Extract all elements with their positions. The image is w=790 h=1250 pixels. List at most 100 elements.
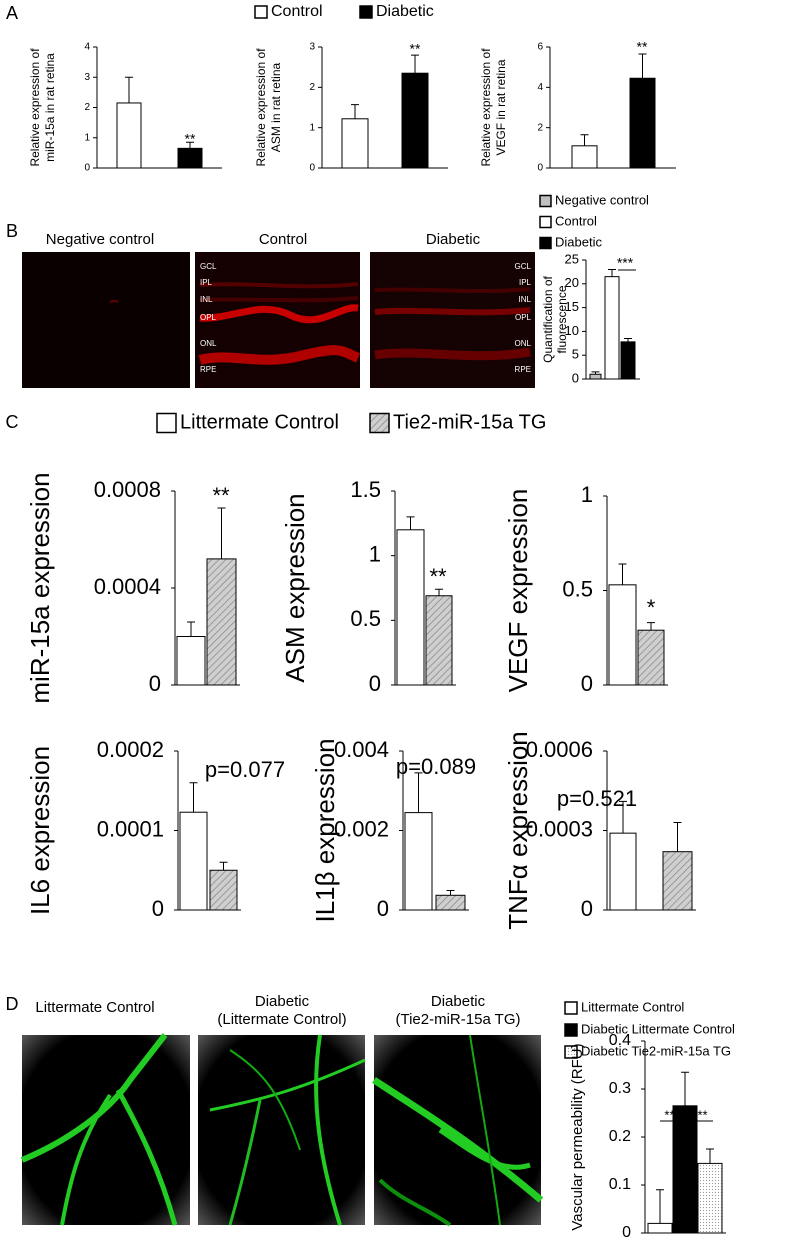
y-tick-label: 10 [565, 323, 579, 338]
legend-label: Control [555, 213, 597, 228]
legend-label: Diabetic Tie2-miR-15a TG [581, 1043, 731, 1058]
annotation: *** [692, 1107, 707, 1122]
bar [629, 77, 656, 169]
y-tick-label: 0 [572, 370, 579, 385]
image-caption: Diabetic [255, 993, 310, 1010]
y-tick-label: 0 [581, 896, 593, 921]
y-tick-label: 3 [84, 72, 90, 83]
image-caption: Littermate Control [35, 999, 154, 1016]
legend-label: Littermate Control [581, 999, 684, 1014]
vessel-image [198, 1034, 366, 1226]
legend-swatch [564, 1023, 578, 1037]
y-tick-label: 0 [377, 896, 389, 921]
bar [209, 869, 238, 911]
bar [571, 145, 598, 169]
bar [401, 72, 429, 169]
legend-label: Tie2-miR-15a TG [393, 411, 546, 433]
layer-label: RPE [515, 365, 531, 374]
y-tick-label: 0.0003 [526, 816, 593, 841]
y-tick-label: 2 [84, 102, 90, 113]
y-tick-label: 0.4 [609, 1032, 631, 1049]
y-tick-label: 5 [572, 347, 579, 362]
error-bar [681, 1071, 689, 1106]
layer-label: GCL [515, 262, 532, 271]
layer-label: OPL [200, 313, 217, 322]
y-axis-label: VEGF in rat retina [494, 59, 508, 155]
error-bar [446, 890, 455, 896]
legend-label: Control [271, 3, 323, 20]
bar [176, 636, 206, 686]
bar [179, 811, 208, 911]
y-tick-label: 0.0006 [526, 737, 593, 762]
error-bar [219, 861, 228, 871]
legend-swatch [359, 5, 373, 19]
bar [404, 812, 433, 911]
bar [662, 851, 693, 911]
y-tick-label: 0 [149, 671, 161, 696]
error-bar [618, 563, 627, 585]
error-bar [189, 782, 198, 813]
image-caption: Diabetic [426, 231, 481, 248]
legend-swatch [369, 412, 390, 434]
y-tick-label: 0.004 [334, 737, 389, 762]
error-bar [656, 1189, 664, 1224]
y-tick-label: 0.1 [609, 1176, 631, 1193]
y-tick-label: 4 [537, 82, 543, 93]
y-axis-label: IL1β expression [310, 738, 340, 922]
bar [435, 894, 466, 911]
y-tick-label: 1 [309, 122, 315, 133]
y-axis-label: Relative expression of [479, 48, 493, 167]
error-bar [187, 621, 195, 637]
y-axis-label: Vascular permeability (RFU) [569, 1043, 586, 1230]
y-tick-label: 0.0004 [94, 574, 161, 599]
error-bar [619, 800, 627, 834]
layer-label: ONL [200, 339, 217, 348]
y-tick-label: 2 [309, 82, 315, 93]
panel-label: A [6, 3, 18, 23]
y-tick-label: 20 [565, 275, 579, 290]
y-tick-label: 0.002 [334, 816, 389, 841]
y-tick-label: 0.5 [562, 576, 593, 601]
legend-swatch [564, 1045, 578, 1059]
vessel-image [372, 1034, 544, 1227]
y-tick-label: 0.3 [609, 1080, 631, 1097]
y-axis-label: miR-15a in rat retina [43, 53, 57, 162]
bar [637, 629, 665, 686]
error-bar [647, 622, 655, 631]
legend-label: Negative control [555, 192, 649, 207]
y-tick-label: 0.5 [350, 606, 381, 631]
y-axis-label: miR-15a expression [25, 472, 55, 703]
annotation: p=0.077 [205, 757, 285, 782]
y-axis-label: ASM in rat retina [269, 62, 283, 152]
y-tick-label: 0 [152, 896, 164, 921]
layer-label: INL [519, 295, 532, 304]
retina-image [370, 252, 535, 388]
image-caption: (Littermate Control) [217, 1011, 346, 1028]
annotation: p=0.521 [557, 786, 637, 811]
image-caption: Control [259, 231, 307, 248]
error-bar [638, 53, 647, 79]
bar [604, 276, 620, 380]
y-tick-label: 1.5 [350, 477, 381, 502]
bar [589, 373, 602, 380]
bar [672, 1105, 698, 1234]
layer-label: GCL [200, 262, 217, 271]
annotation: ** [637, 39, 648, 55]
y-tick-label: 0 [622, 1224, 631, 1241]
retina-image [195, 252, 361, 388]
panel-label: C [6, 412, 19, 432]
y-axis-label: VEGF expression [503, 489, 533, 693]
y-axis-label: Quantification of [541, 275, 555, 362]
annotation: ** [429, 564, 447, 589]
bar [609, 832, 637, 911]
y-tick-label: 3 [309, 42, 315, 53]
image-caption: Diabetic [431, 993, 486, 1010]
y-axis-label: Relative expression of [28, 48, 42, 167]
error-bar [351, 104, 359, 119]
y-axis-label: Relative expression of [254, 48, 268, 167]
bar [647, 1222, 673, 1234]
annotation: ** [185, 131, 196, 147]
y-axis-label: TNFα expression [503, 731, 533, 930]
annotation: ** [410, 41, 421, 57]
